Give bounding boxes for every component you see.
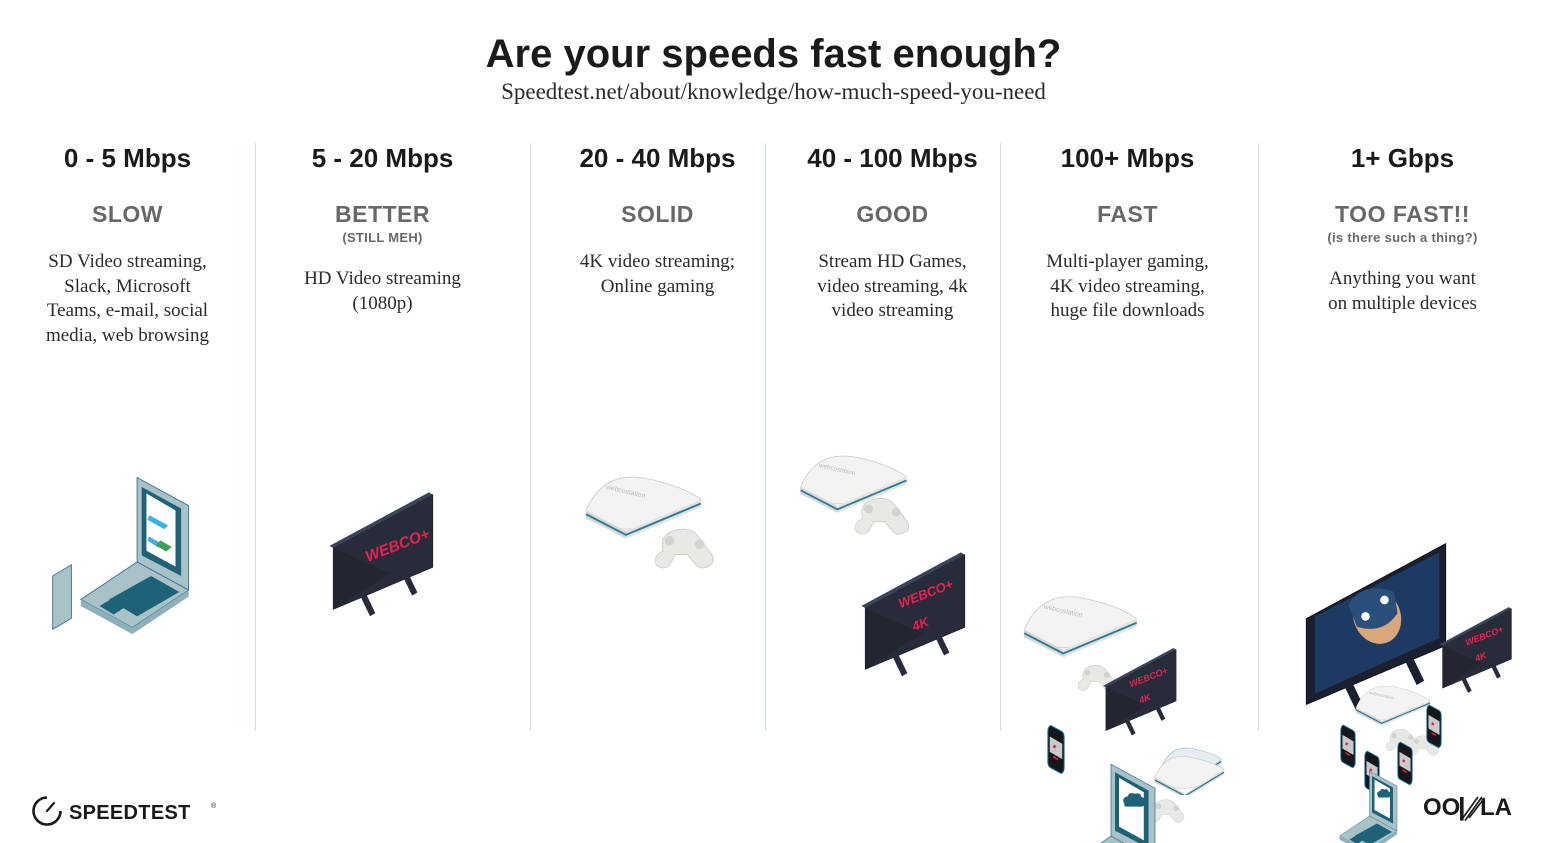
- svg-text:SPEEDTEST: SPEEDTEST: [69, 802, 191, 824]
- svg-text:OO: OO: [1423, 794, 1460, 821]
- svg-text:®: ®: [211, 802, 217, 810]
- svg-text:': ': [1508, 798, 1509, 804]
